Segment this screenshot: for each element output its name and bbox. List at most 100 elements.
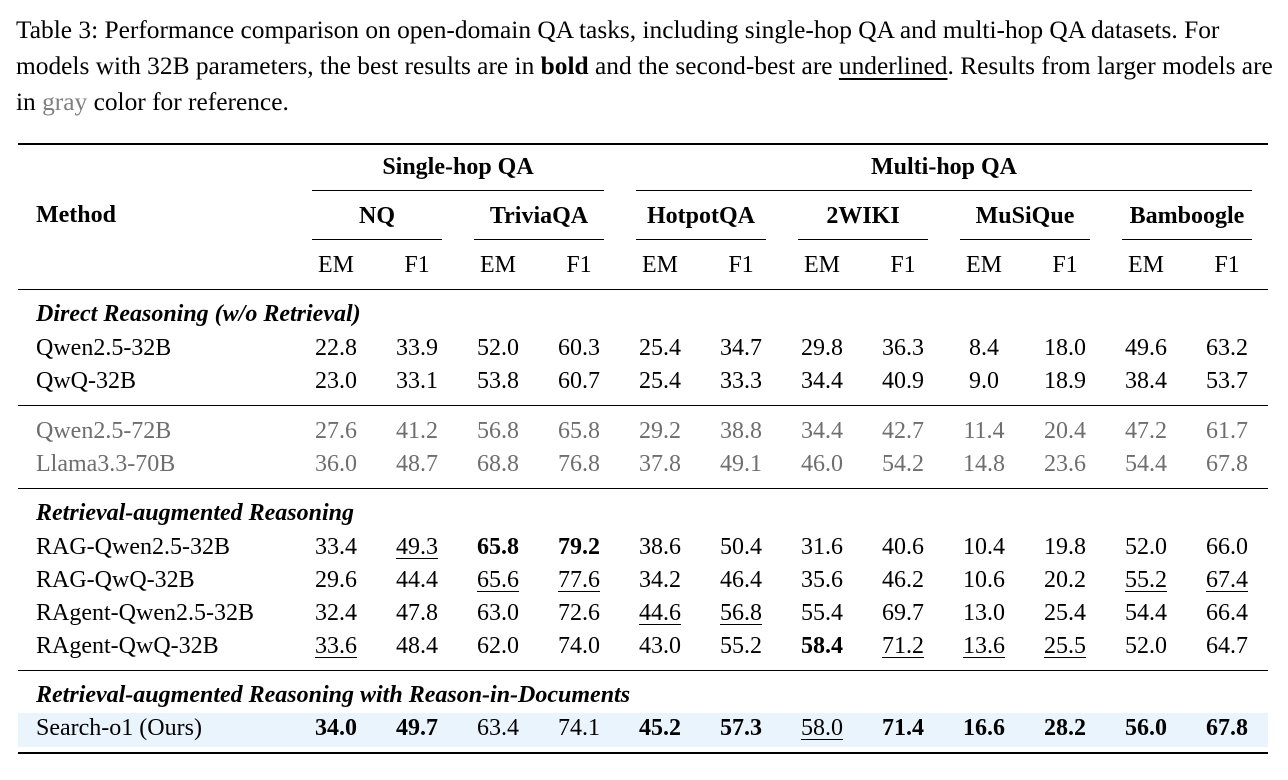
table-cell: 58.4 bbox=[801, 633, 843, 659]
table-cell: 55.2 bbox=[1125, 567, 1167, 593]
table-cell: 35.6 bbox=[801, 567, 843, 593]
table-cell: 67.4 bbox=[1206, 567, 1248, 593]
metric-header: EM bbox=[966, 252, 1002, 278]
musique-cmidrule bbox=[960, 239, 1090, 240]
multi-hop-cmidrule bbox=[636, 190, 1252, 191]
table-cell: 36.0 bbox=[315, 451, 357, 477]
table-cell: 66.0 bbox=[1206, 534, 1248, 560]
table-cell: 72.6 bbox=[558, 600, 600, 626]
table-cell: 33.1 bbox=[396, 368, 438, 394]
table-cell: 33.3 bbox=[720, 368, 762, 394]
row-method-name: RAgent-Qwen2.5-32B bbox=[36, 600, 254, 626]
table-cell: 8.4 bbox=[969, 335, 999, 361]
table-cell: 53.7 bbox=[1206, 368, 1248, 394]
table-cell: 16.6 bbox=[963, 715, 1005, 741]
table-cell: 50.4 bbox=[720, 534, 762, 560]
dataset-header: MuSiQue bbox=[975, 203, 1075, 229]
table-cell: 25.5 bbox=[1044, 633, 1086, 659]
table-cell: 76.8 bbox=[558, 451, 600, 477]
table-cell: 63.0 bbox=[477, 600, 519, 626]
caption-gray-word: gray bbox=[42, 88, 88, 116]
table-cell: 33.4 bbox=[315, 534, 357, 560]
method-header: Method bbox=[36, 202, 116, 228]
table-cell: 55.2 bbox=[720, 633, 762, 659]
table-cell: 66.4 bbox=[1206, 600, 1248, 626]
table-cell: 27.6 bbox=[315, 418, 357, 444]
table-cell: 65.6 bbox=[477, 567, 519, 593]
top-rule bbox=[18, 143, 1268, 145]
table-cell: 46.0 bbox=[801, 451, 843, 477]
caption-underlined-word: underlined bbox=[838, 52, 948, 80]
table-cell: 23.6 bbox=[1044, 451, 1086, 477]
single-hop-header: Single-hop QA bbox=[382, 154, 534, 180]
table-cell: 57.3 bbox=[720, 715, 762, 741]
table-cell: 68.8 bbox=[477, 451, 519, 477]
table-cell: 44.4 bbox=[396, 567, 438, 593]
table-cell: 31.6 bbox=[801, 534, 843, 560]
ours-row-highlight bbox=[18, 713, 1268, 747]
metric-header: F1 bbox=[728, 252, 754, 278]
table-cell: 47.8 bbox=[396, 600, 438, 626]
table-cell: 37.8 bbox=[639, 451, 681, 477]
dataset-header: HotpotQA bbox=[647, 203, 755, 229]
metric-header: EM bbox=[642, 252, 678, 278]
table-cell: 65.8 bbox=[477, 534, 519, 560]
table-cell: 41.2 bbox=[396, 418, 438, 444]
caption-bold-word: bold bbox=[540, 52, 589, 80]
table-cell: 71.4 bbox=[882, 715, 924, 741]
table-cell: 25.4 bbox=[639, 368, 681, 394]
table-cell: 48.7 bbox=[396, 451, 438, 477]
table-cell: 40.6 bbox=[882, 534, 924, 560]
table-cell: 9.0 bbox=[969, 368, 999, 394]
table-cell: 33.6 bbox=[315, 633, 357, 659]
table-cell: 56.8 bbox=[477, 418, 519, 444]
table-cell: 25.4 bbox=[639, 335, 681, 361]
caption-text-2: and the second-best are bbox=[588, 52, 839, 80]
row-method-name: Qwen2.5-32B bbox=[36, 335, 172, 361]
table-caption: Table 3: Performance comparison on open-… bbox=[16, 12, 1278, 120]
table-cell: 33.9 bbox=[396, 335, 438, 361]
row-method-name: Qwen2.5-72B bbox=[36, 418, 172, 444]
table-cell: 34.0 bbox=[315, 715, 357, 741]
table-cell: 65.8 bbox=[558, 418, 600, 444]
metric-header: F1 bbox=[890, 252, 916, 278]
metric-header: EM bbox=[804, 252, 840, 278]
table-cell: 48.4 bbox=[396, 633, 438, 659]
table-cell: 22.8 bbox=[315, 335, 357, 361]
table-cell: 44.6 bbox=[639, 600, 681, 626]
metric-header: F1 bbox=[566, 252, 592, 278]
bottom-rule bbox=[18, 752, 1268, 754]
dataset-header: TriviaQA bbox=[489, 203, 589, 229]
rid-section-rule bbox=[18, 670, 1268, 671]
table-cell: 52.0 bbox=[1125, 534, 1167, 560]
table-cell: 38.6 bbox=[639, 534, 681, 560]
table-cell: 45.2 bbox=[639, 715, 681, 741]
table-cell: 63.4 bbox=[477, 715, 519, 741]
table-cell: 36.3 bbox=[882, 335, 924, 361]
table-cell: 67.8 bbox=[1206, 715, 1248, 741]
table-cell: 18.0 bbox=[1044, 335, 1086, 361]
table-cell: 46.2 bbox=[882, 567, 924, 593]
table-cell: 25.4 bbox=[1044, 600, 1086, 626]
metric-header: F1 bbox=[1052, 252, 1078, 278]
caption-text-1: Table 3: Performance comparison on open-… bbox=[16, 16, 1220, 80]
row-method-name: RAgent-QwQ-32B bbox=[36, 633, 219, 659]
table-cell: 40.9 bbox=[882, 368, 924, 394]
table-cell: 20.4 bbox=[1044, 418, 1086, 444]
table-cell: 52.0 bbox=[1125, 633, 1167, 659]
caption-text-3: . Results from larger models are in bbox=[16, 52, 1273, 116]
table-cell: 29.2 bbox=[639, 418, 681, 444]
table-cell: 10.4 bbox=[963, 534, 1005, 560]
table-cell: 42.7 bbox=[882, 418, 924, 444]
metric-header: EM bbox=[1128, 252, 1164, 278]
metric-header: F1 bbox=[404, 252, 430, 278]
table-cell: 69.7 bbox=[882, 600, 924, 626]
table-cell: 34.4 bbox=[801, 368, 843, 394]
table-cell: 55.4 bbox=[801, 600, 843, 626]
table-cell: 10.6 bbox=[963, 567, 1005, 593]
table-cell: 29.8 bbox=[801, 335, 843, 361]
table-cell: 49.3 bbox=[396, 534, 438, 560]
row-method-name: RAG-QwQ-32B bbox=[36, 567, 195, 593]
metric-header: EM bbox=[480, 252, 516, 278]
table-cell: 63.2 bbox=[1206, 335, 1248, 361]
